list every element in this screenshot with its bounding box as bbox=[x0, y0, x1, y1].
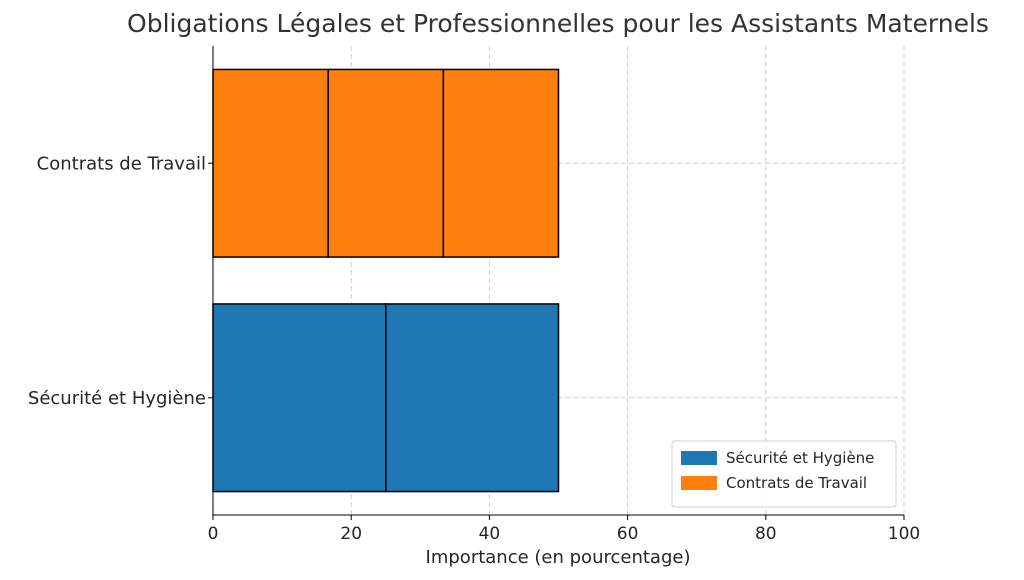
legend-swatch bbox=[681, 451, 717, 465]
bar-segment bbox=[442, 68, 560, 258]
x-tick-label: 40 bbox=[479, 524, 501, 544]
chart-title: Obligations Légales et Professionnelles … bbox=[127, 9, 989, 38]
bar-segment bbox=[385, 303, 560, 493]
x-axis-label: Importance (en pourcentage) bbox=[426, 547, 691, 568]
legend-label: Sécurité et Hygiène bbox=[726, 449, 874, 467]
y-tick-label: Sécurité et Hygiène bbox=[28, 388, 206, 409]
axes: 0 20 40 60 80 100 Sécurité et Hygiène Contrats … bbox=[28, 46, 920, 544]
bars bbox=[212, 68, 560, 493]
legend-box bbox=[671, 440, 897, 508]
x-tick-label: 60 bbox=[617, 524, 639, 544]
x-tick-label: 80 bbox=[755, 524, 777, 544]
bar-segment bbox=[327, 68, 445, 258]
y-tick-label: Contrats de Travail bbox=[37, 153, 206, 174]
legend-label: Contrats de Travail bbox=[726, 474, 867, 492]
x-tick-label: 100 bbox=[888, 524, 920, 544]
legend: Sécurité et Hygiène Contrats de Travail bbox=[671, 440, 897, 508]
bar-segment bbox=[212, 68, 329, 258]
x-tick-label: 0 bbox=[208, 524, 219, 544]
legend-swatch bbox=[681, 476, 717, 490]
bar-segment bbox=[212, 303, 387, 493]
x-tick-label: 20 bbox=[340, 524, 362, 544]
